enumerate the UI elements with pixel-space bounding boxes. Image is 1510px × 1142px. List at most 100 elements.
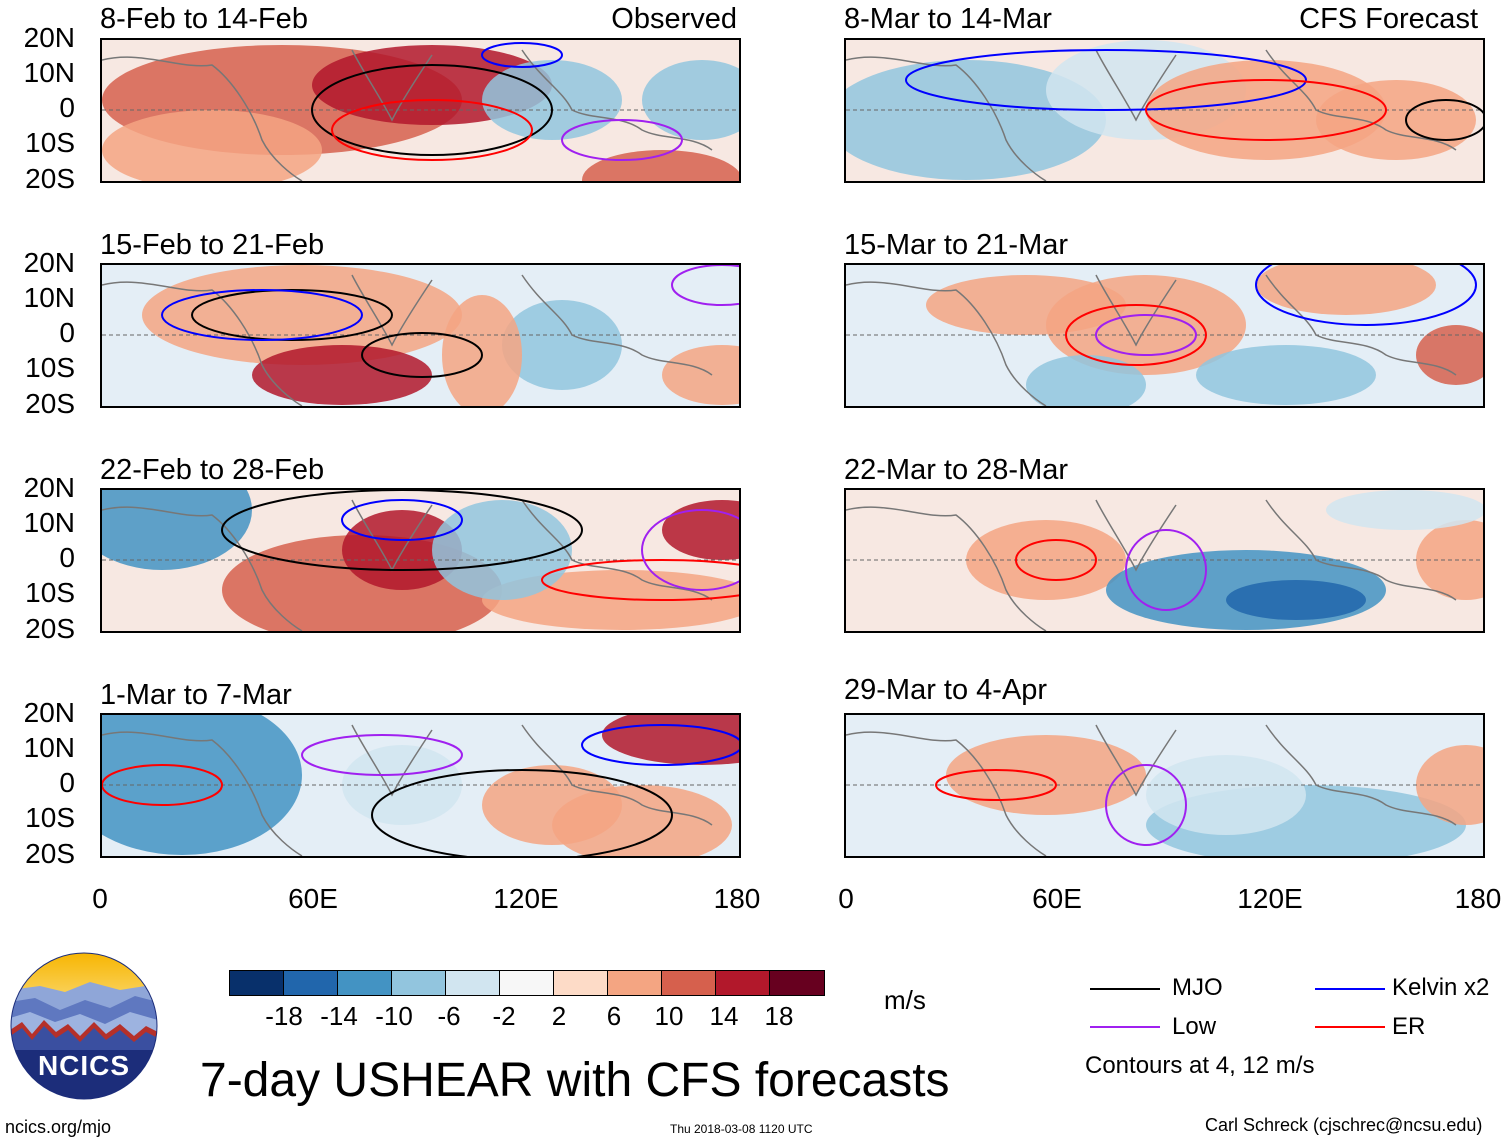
y-tick-row0-1: 10N [23, 57, 75, 88]
legend-line-er [1315, 1026, 1385, 1028]
wave-contour [1255, 265, 1477, 326]
shear-anomaly-blob [662, 345, 739, 405]
shear-anomaly-blob [662, 500, 739, 560]
coastline [521, 724, 713, 826]
wave-contour [371, 769, 673, 856]
colorbar-label: -6 [437, 1001, 461, 1031]
wave-contour [1125, 529, 1207, 611]
x-tick-right-1: 60E [1032, 883, 1082, 914]
wave-contour [935, 769, 1057, 801]
coastline [102, 281, 303, 406]
y-tick-row3-1: 10N [23, 732, 75, 763]
coastline [846, 281, 1047, 406]
legend-label-low: Low [1172, 1013, 1217, 1040]
panel-title-left-1: 15-Feb to 21-Feb [100, 229, 325, 261]
legend-label-mjo: MJO [1172, 974, 1223, 1001]
coastline [846, 506, 1047, 631]
shear-anomaly-blob [502, 300, 622, 390]
colorbar-label: -10 [375, 1001, 413, 1031]
colorbar-swatch [338, 971, 392, 995]
y-tick-row2-3: 10S [25, 577, 75, 608]
legend-line-mjo [1090, 988, 1160, 990]
coastline [351, 274, 433, 347]
wave-contour [541, 559, 739, 601]
map-panel-right-0 [844, 38, 1485, 183]
shear-anomaly-blob [1196, 345, 1376, 405]
coastline [1095, 724, 1177, 797]
shear-anomaly-blob [102, 110, 322, 181]
wave-contour [1095, 314, 1197, 356]
x-tick-right-2: 120E [1237, 883, 1303, 914]
panel-title-left-2: 22-Feb to 28-Feb [100, 454, 325, 486]
panel-title-right-1: 15-Mar to 21-Mar [844, 229, 1069, 261]
y-tick-row3-0: 20N [23, 697, 75, 728]
coastline [102, 506, 303, 631]
footer-timestamp: Thu 2018-03-08 1120 UTC [670, 1122, 813, 1136]
wave-contour [311, 64, 553, 156]
y-tick-row1-3: 10S [25, 352, 75, 383]
shear-anomaly-blob [1026, 355, 1146, 406]
wave-contour [361, 332, 483, 378]
colorbar-label: 18 [764, 1001, 794, 1031]
ncics-logo: NCICS [10, 952, 158, 1100]
panel-title-right-3: 29-Mar to 4-Apr [844, 674, 1048, 706]
wave-contour [561, 119, 683, 161]
footer-url[interactable]: ncics.org/mjo [5, 1117, 112, 1137]
wave-contour [581, 724, 739, 766]
colorbar-swatch [500, 971, 554, 995]
y-tick-row3-4: 20S [25, 838, 75, 869]
legend-line-low [1090, 1026, 1160, 1028]
colorbar-swatch [230, 971, 284, 995]
map-panel-left-1 [100, 263, 741, 408]
coastline [1265, 724, 1457, 826]
legend-note: Contours at 4, 12 m/s [1085, 1052, 1315, 1079]
y-tick-row1-0: 20N [23, 247, 75, 278]
coastline [102, 56, 303, 181]
panel-title-right-2: 22-Mar to 28-Mar [844, 454, 1069, 486]
wave-contour [1145, 79, 1387, 141]
wave-contour [102, 764, 223, 806]
x-tick-left-2: 120E [493, 883, 559, 914]
map-panel-right-1 [844, 263, 1485, 408]
legend-label-kelvin: Kelvin x2 [1392, 974, 1490, 1001]
y-tick-row2-2: 0 [59, 542, 75, 573]
panel-title-right-0: 8-Mar to 14-Mar [844, 3, 1052, 35]
shear-anomaly-blob [1226, 580, 1366, 620]
coastline [1095, 49, 1177, 122]
colorbar-swatch [392, 971, 446, 995]
shear-anomaly-blob [582, 150, 739, 181]
y-tick-row2-0: 20N [23, 472, 75, 503]
coastline [351, 49, 433, 122]
map-panel-left-0 [100, 38, 741, 183]
y-tick-row1-4: 20S [25, 388, 75, 419]
y-tick-row1-1: 10N [23, 282, 75, 313]
forecast-label: CFS Forecast [1299, 3, 1478, 35]
shear-anomaly-blob [102, 490, 252, 570]
colorbar-swatch [284, 971, 338, 995]
x-tick-right-0: 0 [838, 883, 854, 914]
wave-contour [161, 289, 363, 341]
y-tick-row0-3: 10S [25, 127, 75, 158]
logo-text: NCICS [37, 1050, 131, 1081]
colorbar-label: 2 [551, 1001, 567, 1031]
x-tick-left-3: 180 [713, 883, 761, 914]
shear-anomaly-blob [342, 745, 462, 825]
shear-anomaly-blob [252, 345, 432, 405]
wave-contour [331, 99, 533, 161]
wave-contour [481, 42, 563, 68]
y-tick-row3-2: 0 [59, 767, 75, 798]
map-panel-right-3 [844, 713, 1485, 858]
wave-contour [191, 289, 393, 341]
coastline [521, 274, 713, 376]
map-panel-right-2 [844, 488, 1485, 633]
y-tick-row0-0: 20N [23, 22, 75, 53]
colorbar [229, 970, 825, 996]
coastline [1265, 499, 1457, 601]
y-tick-row3-3: 10S [25, 802, 75, 833]
colorbar-label: -18 [265, 1001, 303, 1031]
coastline [1265, 49, 1457, 151]
shear-anomaly-blob [1326, 490, 1483, 530]
x-tick-left-1: 60E [288, 883, 338, 914]
shear-anomaly-blob [482, 60, 622, 140]
shear-anomaly-blob [142, 265, 462, 365]
